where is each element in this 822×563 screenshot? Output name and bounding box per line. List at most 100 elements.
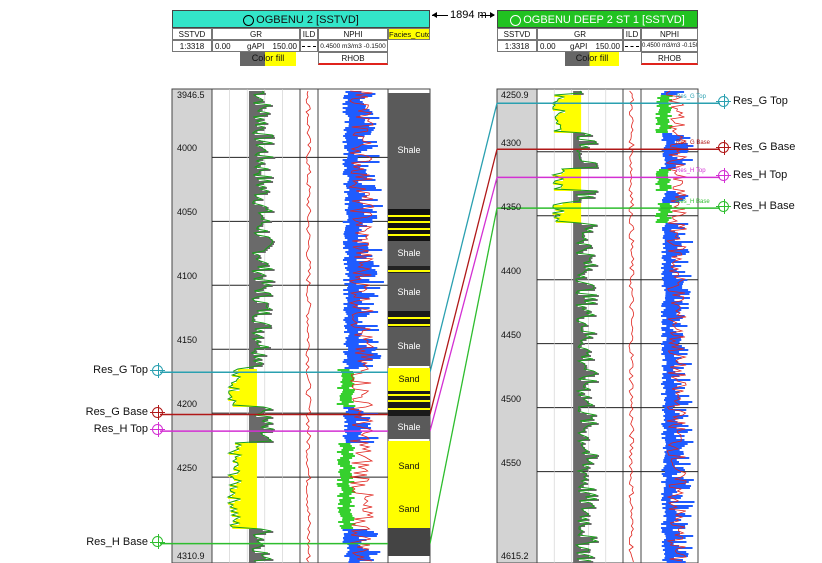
well2-nphi-fill [661, 377, 672, 379]
well1-gr-shale-fill [248, 323, 266, 325]
well1-gr-shale-fill [248, 529, 263, 531]
well1-nphi-fill [347, 99, 360, 101]
well1-nphi-overlap-fill [342, 377, 355, 379]
well1-facies-header[interactable]: Facies_Cutoff [388, 28, 430, 40]
well1-gr-shale-fill [248, 541, 260, 543]
well2-gr-shale-fill [573, 167, 599, 169]
well1-nphi-fill [349, 277, 360, 279]
marker-label-left[interactable]: Res_H Top [94, 421, 165, 437]
well2-nphi-fill [663, 283, 683, 285]
well2-nphi-fill [663, 515, 692, 517]
well2-gr-sand-fill [565, 111, 582, 113]
well2-gr-shale-fill [573, 91, 582, 93]
well1-depth-bottom: 4310.9 [177, 551, 205, 561]
well1-gr-sand-fill [228, 497, 257, 499]
marker-name: Res_G Base [733, 141, 796, 154]
well2-title-bar[interactable]: OGBENU DEEP 2 ST 1 [SSTVD] [497, 10, 698, 28]
well1-gr-shale-fill [248, 101, 265, 103]
well2-nphi-fill [665, 253, 686, 255]
well1-gr-shale-fill [248, 163, 266, 165]
well2-nphi-fill [665, 261, 689, 263]
well1-nphi-fill [345, 137, 358, 139]
marker-label-right[interactable]: Res_G Base [716, 139, 796, 155]
well1-gr-shale-fill [248, 121, 259, 123]
well2-gr-shale-fill [573, 147, 590, 149]
well1-nphi-fill [346, 139, 363, 141]
marker-label-left[interactable]: Res_H Base [86, 534, 165, 550]
well2-gr-sand-fill [558, 177, 582, 179]
well2-nphi-fill [665, 223, 689, 225]
well2-depth-column [496, 88, 538, 563]
well2-nphi-fill [663, 419, 676, 421]
marker-label-right[interactable]: Res_H Base [716, 198, 795, 214]
well1-title-bar[interactable]: OGBENU 2 [SSTVD] [172, 10, 430, 28]
well1-gr-shale-fill [248, 355, 268, 357]
well2-gr-shale-fill [573, 411, 581, 413]
well2-gr-shale-fill [573, 199, 582, 201]
well2-gr-shale-fill [573, 539, 593, 541]
well2-gr-shale-fill [573, 401, 589, 403]
well1-nphi-fill [347, 265, 380, 267]
well1-nphi-overlap-fill [342, 391, 355, 393]
marker-label-right[interactable]: Res_H Top [716, 167, 787, 183]
facies-stripe [388, 408, 430, 411]
marker-crosshair-icon [150, 534, 165, 550]
well1-nphi-fill [345, 91, 362, 93]
well2-gr-shale-fill [573, 259, 592, 261]
well1-ild-header[interactable]: ILD [300, 28, 318, 40]
well1-nphi-fill [344, 147, 373, 149]
well2-gr-shale-fill [573, 287, 597, 289]
well2-nphi-overlap-fill [655, 123, 668, 125]
well1-gr-sand-fill [232, 505, 257, 507]
well1-sstvd-header[interactable]: SSTVD [172, 28, 212, 40]
well2-gr-sand-fill [560, 129, 582, 131]
well1-gr-shale-fill [248, 557, 266, 559]
well2-nphi-overlap-fill [659, 205, 672, 207]
well1-gr-shale-fill [248, 131, 258, 133]
well1-ild-track [299, 88, 319, 563]
marker-label-left[interactable]: Res_G Top [93, 362, 165, 378]
well1-nphi-fill [345, 251, 369, 253]
well2-gr-shale-fill [573, 409, 582, 411]
well1-gr-shale-fill [248, 251, 266, 253]
well2-rhob-header[interactable]: RHOB [641, 52, 698, 65]
well2-nphi-fill [664, 355, 675, 357]
well1-nphi-fill [346, 253, 362, 255]
well2-nphi-fill [663, 467, 684, 469]
well2-nphi-fill [660, 315, 685, 317]
well2-gr-shale-fill [573, 543, 590, 545]
well1-nphi-fill [342, 361, 362, 363]
well1-gr-sand-fill [234, 501, 257, 503]
well2-nphi-header[interactable]: NPHI [641, 28, 698, 40]
well2-gr-header[interactable]: GR [537, 28, 623, 40]
well1-nphi-fill [345, 431, 362, 433]
well1-nphi-fill [348, 215, 378, 217]
well2-nphi-fill [664, 239, 675, 241]
well1-nphi-fill [348, 249, 383, 251]
well2-nphi-fill [662, 153, 678, 155]
well2-gr-shale-fill [573, 407, 581, 409]
well1-gr-shale-fill [248, 281, 276, 283]
well1-nphi-fill [346, 131, 372, 133]
well2-nphi-overlap-fill [655, 129, 668, 131]
well1-gr-header[interactable]: GR [212, 28, 300, 40]
well1-nphi-header[interactable]: NPHI [318, 28, 388, 40]
well2-depth-bottom: 4615.2 [501, 551, 529, 561]
well1-nphi-fill [345, 101, 363, 103]
marker-label-left[interactable]: Res_G Base [86, 404, 165, 420]
well2-ild-header[interactable]: ILD [623, 28, 641, 40]
well2-nphi-fill [660, 383, 682, 385]
marker-label-right[interactable]: Res_G Top [716, 93, 788, 109]
well1-nphi-fill [344, 199, 378, 201]
well2-gr-shale-fill [573, 323, 586, 325]
well2-nphi-fill [666, 337, 681, 339]
well2-gr-shale-fill [573, 453, 585, 455]
well1-gr-shale-fill [248, 289, 264, 291]
well2-nphi-fill [663, 235, 679, 237]
well1-nphi-overlap-fill [343, 491, 356, 493]
well2-sstvd-header[interactable]: SSTVD [497, 28, 537, 40]
well1-facies-track[interactable]: Shale Shale Shale Shale Sand Shale Sand Sand [388, 89, 430, 563]
well1-rhob-header[interactable]: RHOB [318, 52, 388, 65]
well1-nphi-overlap-fill [339, 399, 352, 401]
well2-gr-shale-fill [573, 191, 599, 193]
